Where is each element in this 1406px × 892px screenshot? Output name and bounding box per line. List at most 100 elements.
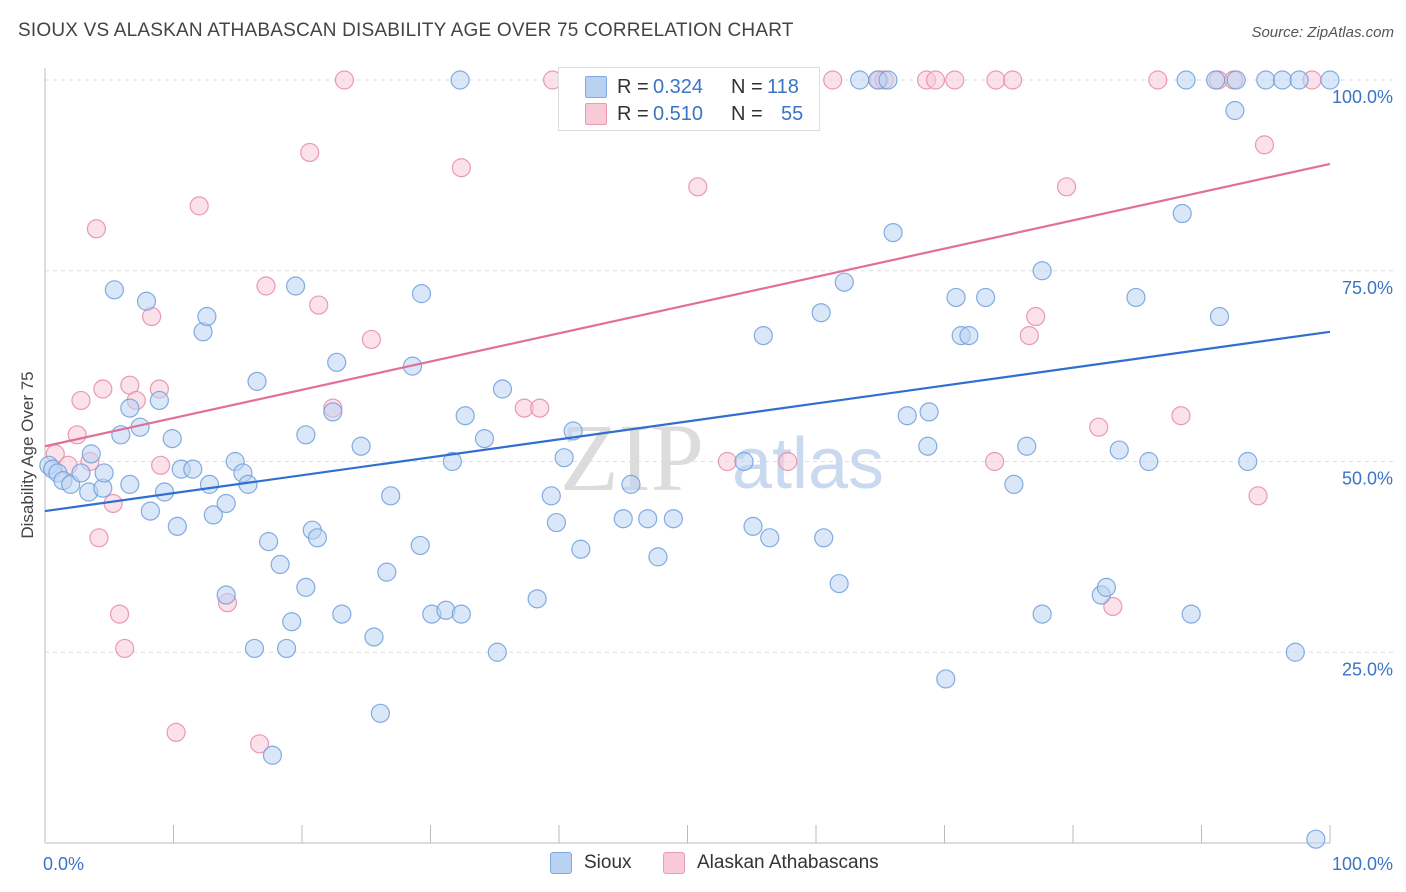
alaskan-point xyxy=(925,70,946,90)
sioux-r-value: 0.324 xyxy=(653,75,704,98)
sioux-point xyxy=(120,398,140,418)
sioux-point xyxy=(734,451,754,472)
sioux-point xyxy=(71,463,91,483)
alaskan-swatch xyxy=(585,103,607,125)
sioux-point xyxy=(1238,451,1258,472)
sioux-point xyxy=(149,390,169,411)
sioux-point xyxy=(946,287,966,308)
sioux-point xyxy=(140,501,160,521)
legend-sioux-swatch xyxy=(550,852,572,874)
sioux-point xyxy=(120,474,140,494)
sioux-point xyxy=(1289,70,1309,90)
alaskan-point xyxy=(945,70,965,90)
alaskan-point xyxy=(71,390,91,411)
sioux-point xyxy=(1272,70,1293,90)
sioux-point xyxy=(323,402,343,422)
alaskan-point xyxy=(89,528,109,548)
alaskan-point xyxy=(334,70,355,90)
alaskan-n-label: N = xyxy=(731,102,763,125)
x-tick-label: 100.0% xyxy=(1332,854,1393,874)
axes xyxy=(44,68,1331,844)
sioux-point xyxy=(541,486,561,506)
sioux-point xyxy=(554,448,574,468)
alaskan-r-value: 0.510 xyxy=(653,102,704,125)
sioux-point xyxy=(167,516,187,536)
sioux-point xyxy=(81,444,101,464)
alaskan-point xyxy=(717,451,737,472)
sioux-point xyxy=(1172,203,1192,224)
alaskan-point xyxy=(530,398,550,418)
sioux-trend-line xyxy=(44,330,1331,513)
sioux-point xyxy=(351,436,371,456)
x-tick-label: 0.0% xyxy=(43,854,84,874)
sioux-point xyxy=(1176,70,1196,90)
sioux-point xyxy=(1032,604,1052,624)
alaskan-point xyxy=(778,451,798,472)
sioux-point xyxy=(364,627,384,647)
watermark-zip: ZIP xyxy=(560,404,704,511)
sioux-point xyxy=(563,421,583,441)
sioux-point xyxy=(834,272,854,292)
legend-item-alaskan[interactable]: Alaskan Athabascans xyxy=(663,852,879,874)
sioux-point xyxy=(648,547,668,567)
alaskan-point xyxy=(823,70,843,90)
sioux-n-value: 118 xyxy=(767,75,799,98)
sioux-point xyxy=(1032,261,1052,281)
sioux-point xyxy=(370,703,390,723)
alaskan-point xyxy=(189,196,209,216)
sioux-point xyxy=(663,509,683,529)
sioux-point xyxy=(203,505,223,525)
sioux-point xyxy=(850,70,870,90)
sioux-point xyxy=(613,509,633,529)
sioux-point xyxy=(546,512,567,533)
sioux-point xyxy=(936,669,956,689)
alaskan-point xyxy=(115,638,135,659)
sioux-point xyxy=(1226,70,1246,90)
sioux-point xyxy=(258,532,279,552)
sioux-point xyxy=(94,463,114,483)
alaskan-point xyxy=(151,455,171,475)
sioux-point xyxy=(743,516,763,536)
sioux-point xyxy=(104,280,124,300)
sioux-point xyxy=(327,352,347,372)
legend-alaskan-swatch xyxy=(663,852,685,874)
sioux-point xyxy=(919,402,939,422)
sioux-point xyxy=(296,577,316,597)
sioux-point xyxy=(1126,287,1146,308)
sioux-point xyxy=(455,406,475,426)
legend-item-sioux[interactable]: Sioux xyxy=(550,852,632,874)
sioux-point xyxy=(199,474,220,494)
alaskan-point xyxy=(300,142,320,163)
alaskan-point xyxy=(1026,306,1046,327)
source-credit: Source: ZipAtlas.com xyxy=(1251,24,1394,41)
alaskan-point xyxy=(109,604,130,624)
sioux-point xyxy=(1320,70,1340,90)
sioux-point xyxy=(1285,642,1305,662)
sioux-point xyxy=(307,528,328,548)
sioux-point xyxy=(411,284,432,304)
sioux-point xyxy=(1139,451,1159,472)
sioux-n-label: N = xyxy=(731,75,763,98)
sioux-point xyxy=(262,745,283,765)
sioux-point xyxy=(285,276,306,296)
sioux-point xyxy=(136,291,157,311)
sioux-point xyxy=(811,303,831,323)
sioux-r-label: R = xyxy=(617,75,649,98)
sioux-point xyxy=(527,589,547,609)
sioux-point xyxy=(1206,70,1226,90)
sioux-point xyxy=(487,642,507,662)
sioux-point xyxy=(829,573,849,594)
alaskan-point xyxy=(249,734,270,754)
sioux-point xyxy=(897,406,917,426)
alaskan-point xyxy=(1171,406,1191,426)
alaskan-point xyxy=(985,451,1005,472)
sioux-point xyxy=(381,486,401,506)
sioux-point xyxy=(162,429,182,449)
sioux-point xyxy=(918,436,938,456)
sioux-point xyxy=(474,429,495,449)
sioux-swatch xyxy=(585,76,607,98)
sioux-point xyxy=(276,638,297,659)
tick-labels: 100.0% 75.0% 50.0% 25.0% 0.0% 100.0% xyxy=(43,87,1393,874)
alaskan-point xyxy=(309,295,329,315)
